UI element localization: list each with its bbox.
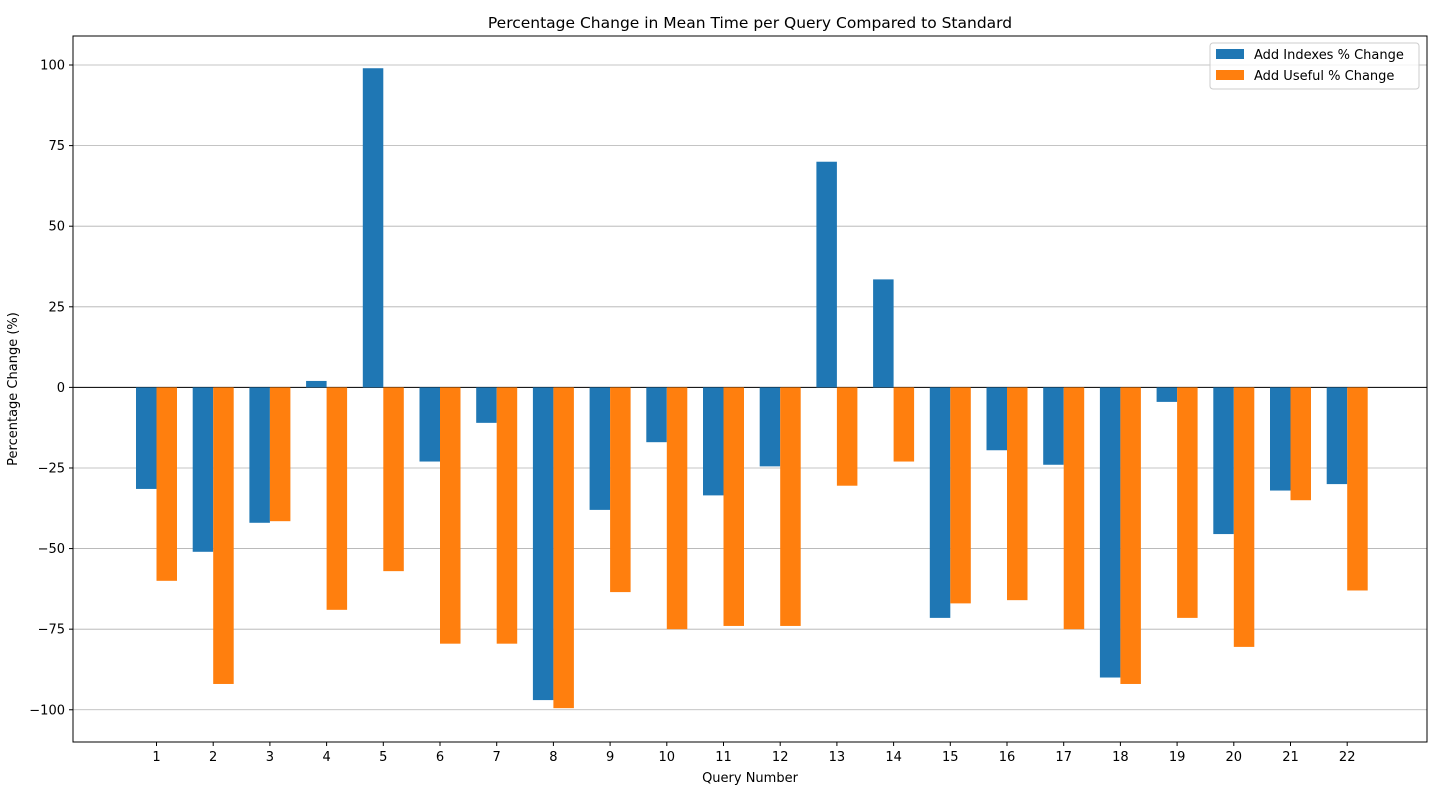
x-tick-label: 5	[379, 750, 387, 765]
bar-add-indexes-q12	[759, 387, 781, 467]
legend-label-add-useful: Add Useful % Change	[1254, 69, 1394, 84]
legend-swatch-add-useful	[1216, 70, 1244, 80]
bar-add-useful-q14	[893, 387, 915, 462]
bar-add-useful-q11	[723, 387, 744, 626]
y-tick-label: −100	[29, 703, 65, 718]
bar-add-indexes-q21	[1270, 387, 1291, 491]
bar-add-indexes-q19	[1156, 387, 1178, 402]
y-tick-label: −25	[38, 461, 65, 476]
bar-add-indexes-q5	[362, 68, 384, 388]
bar-add-indexes-q13	[816, 161, 837, 388]
bar-add-useful-q18	[1120, 387, 1141, 684]
x-tick-label: 15	[942, 750, 959, 765]
bar-add-useful-q17	[1063, 387, 1085, 630]
x-tick-label: 3	[266, 750, 274, 765]
bar-add-useful-q8	[553, 387, 574, 709]
x-tick-label: 11	[715, 750, 732, 765]
x-tick-label: 17	[1055, 750, 1072, 765]
bar-add-indexes-q17	[1043, 387, 1064, 465]
bar-add-indexes-q11	[703, 387, 724, 496]
bar-add-useful-q19	[1177, 387, 1198, 618]
bar-add-indexes-q15	[929, 387, 951, 618]
x-tick-label: 9	[606, 750, 614, 765]
bar-add-indexes-q4	[306, 380, 327, 388]
bar-add-useful-q12	[780, 387, 801, 626]
bar-add-useful-q9	[610, 387, 631, 593]
bar-add-indexes-q1	[136, 387, 157, 489]
y-tick-label: −75	[38, 623, 65, 638]
chart-title: Percentage Change in Mean Time per Query…	[488, 14, 1012, 32]
bar-add-useful-q15	[950, 387, 971, 604]
bar-add-useful-q1	[156, 387, 177, 581]
x-tick-label: 12	[772, 750, 789, 765]
legend-frame	[1209, 42, 1420, 90]
x-tick-label: 13	[829, 750, 846, 765]
bar-add-indexes-q8	[532, 387, 554, 701]
gridlines	[73, 64, 1427, 711]
y-axis-ticks: −100 −75 −50 −25 0 25 50 75 100	[29, 59, 73, 718]
bar-add-useful-q20	[1233, 387, 1255, 647]
y-tick-label: 75	[48, 139, 65, 154]
bar-add-useful-q16	[1007, 387, 1028, 601]
y-tick-label: 100	[40, 59, 65, 74]
bar-add-indexes-q7	[476, 387, 497, 423]
bars	[136, 68, 1368, 709]
x-tick-label: 19	[1169, 750, 1186, 765]
x-tick-label: 14	[885, 750, 902, 765]
x-tick-label: 8	[549, 750, 557, 765]
x-tick-label: 21	[1282, 750, 1299, 765]
x-tick-label: 2	[209, 750, 217, 765]
bar-add-useful-q7	[496, 387, 518, 644]
bar-add-indexes-q14	[873, 279, 894, 388]
y-tick-label: 25	[48, 300, 65, 315]
y-tick-label: 50	[48, 220, 65, 235]
x-tick-label: 16	[999, 750, 1016, 765]
plot-area-frame	[72, 35, 1428, 743]
x-tick-label: 7	[493, 750, 501, 765]
bar-add-indexes-q2	[192, 387, 214, 552]
x-tick-label: 1	[152, 750, 160, 765]
y-tick-label: 0	[57, 381, 65, 396]
bar-add-useful-q2	[213, 387, 234, 684]
x-tick-label: 20	[1226, 750, 1243, 765]
bar-add-indexes-q3	[249, 387, 270, 523]
bar-add-useful-q6	[440, 387, 461, 644]
y-axis-label: Percentage Change (%)	[6, 312, 21, 466]
legend: Add Indexes % Change Add Useful % Change	[1209, 42, 1420, 90]
bar-add-indexes-q18	[1099, 387, 1121, 678]
bar-add-useful-q22	[1347, 387, 1368, 591]
bar-add-useful-q10	[666, 387, 688, 630]
bar-add-useful-q21	[1290, 387, 1311, 501]
bar-add-indexes-q6	[419, 387, 440, 462]
x-tick-label: 6	[436, 750, 444, 765]
bar-add-useful-q5	[383, 387, 404, 572]
x-tick-label: 18	[1112, 750, 1129, 765]
bar-add-indexes-q20	[1213, 387, 1234, 535]
bar-add-indexes-q10	[646, 387, 667, 443]
bar-add-useful-q3	[269, 387, 291, 522]
x-axis-ticks: 1 2 3 4 5 6 7 8 9 10 11 12 13 14 15 16 17 18 19 20 21 22	[152, 742, 1355, 765]
x-tick-label: 4	[322, 750, 330, 765]
bar-add-indexes-q16	[986, 387, 1007, 451]
y-tick-label: −50	[38, 542, 65, 557]
bar-add-indexes-q22	[1326, 387, 1348, 485]
bar-add-useful-q13	[836, 387, 858, 486]
x-axis-label: Query Number	[702, 771, 799, 786]
legend-label-add-indexes: Add Indexes % Change	[1254, 48, 1404, 63]
x-tick-label: 22	[1339, 750, 1356, 765]
legend-swatch-add-indexes	[1216, 49, 1244, 59]
bar-add-indexes-q9	[589, 387, 611, 510]
x-tick-label: 10	[659, 750, 676, 765]
bar-add-useful-q4	[326, 387, 348, 610]
